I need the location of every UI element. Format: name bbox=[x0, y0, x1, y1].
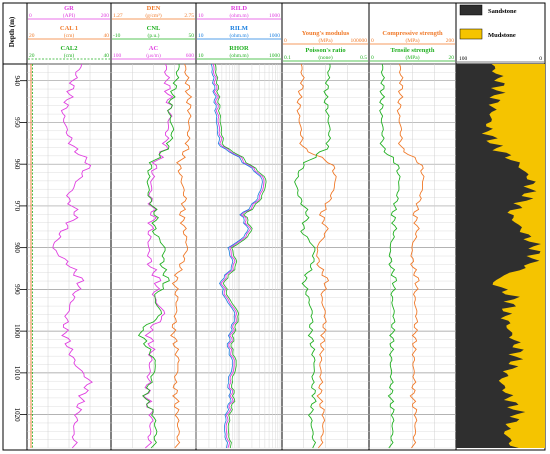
track-header-max: 1000 bbox=[269, 53, 280, 59]
track-header-name: Poisson's ratio bbox=[305, 47, 345, 54]
track-header-name: GR bbox=[64, 5, 74, 12]
track-header-unit: (MPa) bbox=[405, 54, 419, 61]
track-header-unit: (ohm.m) bbox=[229, 32, 248, 39]
rilm-curve bbox=[210, 63, 263, 449]
track-header-name: Young's modulus bbox=[302, 30, 350, 37]
track-header-max: 600 bbox=[186, 53, 195, 59]
track-header-max: 200 bbox=[101, 13, 110, 19]
track-header-name: RHOR bbox=[229, 45, 249, 52]
track-header-min: 10 bbox=[198, 13, 204, 19]
legend-label: Mudstone bbox=[488, 32, 516, 39]
track-header-min: 100 bbox=[113, 53, 122, 59]
track-header-unit: (g/cm³) bbox=[145, 12, 161, 19]
poissons-ratio-curve bbox=[294, 63, 332, 449]
depth-tick-label: 970 bbox=[13, 201, 21, 212]
den-curve bbox=[170, 63, 193, 449]
track-header-min: 10 bbox=[198, 53, 204, 59]
track-header-max: 2.75 bbox=[184, 13, 194, 19]
track-header-name: CNL bbox=[147, 25, 161, 32]
track-header-name: AC bbox=[149, 45, 159, 52]
depth-tick-label: 1000 bbox=[13, 324, 21, 339]
track-header-max: 0.5 bbox=[360, 55, 367, 61]
ac-curve bbox=[142, 63, 174, 449]
depth-tick-label: 990 bbox=[13, 284, 21, 295]
track-header-max: 1000 bbox=[269, 33, 280, 39]
depth-tick-label: 1020 bbox=[13, 408, 21, 423]
track-header-min: 0.1 bbox=[284, 55, 291, 61]
compressive-strength-curve bbox=[396, 63, 425, 449]
track-header-name: Tensile strength bbox=[391, 47, 435, 54]
track-header-unit: (MPa) bbox=[318, 37, 332, 44]
track-header-name: CAL 1 bbox=[60, 25, 78, 32]
track-header-min: 1.27 bbox=[113, 13, 123, 19]
legend-swatch bbox=[459, 28, 483, 40]
gr-curve bbox=[52, 63, 93, 449]
track-header-min: 20 bbox=[29, 33, 35, 39]
track-header-min: 0 bbox=[284, 38, 287, 44]
track-header-max: 1000 bbox=[269, 13, 280, 19]
track-header-max: 100000 bbox=[351, 38, 368, 44]
track-header-min: 0 bbox=[371, 38, 374, 44]
legend-label: Sandstone bbox=[488, 8, 517, 15]
depth-tick-label: 950 bbox=[13, 117, 21, 128]
depth-axis-label: Depth (m) bbox=[8, 16, 16, 47]
track-header-max: 40 bbox=[104, 53, 110, 59]
track-header-min: 20 bbox=[29, 53, 35, 59]
sandstone-area bbox=[456, 64, 541, 448]
track-header-min: 100 bbox=[459, 56, 468, 62]
track-header-unit: (ohm.m) bbox=[229, 12, 248, 19]
track-header-min: 10 bbox=[198, 33, 204, 39]
youngs-modulus-curve bbox=[296, 63, 337, 449]
track-header-unit: (ohm.m) bbox=[229, 52, 248, 59]
rild-curve bbox=[212, 63, 265, 449]
track-header-max: 40 bbox=[104, 33, 110, 39]
track-header-unit: (API) bbox=[63, 12, 76, 19]
legend-swatch bbox=[459, 4, 483, 16]
cnl-curve bbox=[137, 63, 180, 449]
track-header-unit: (cm) bbox=[64, 32, 75, 39]
track-header-min: -10 bbox=[113, 33, 121, 39]
depth-tick-label: 1010 bbox=[13, 366, 21, 381]
rhor-curve bbox=[214, 63, 267, 449]
track-header-name: Compressive strength bbox=[382, 30, 443, 37]
track-header-unit: (cm) bbox=[64, 52, 75, 59]
track-header-min: 0 bbox=[371, 55, 374, 61]
depth-tick-label: 940 bbox=[13, 75, 21, 86]
track-header-name: RILM bbox=[230, 25, 248, 32]
track-header-unit: (MPa) bbox=[405, 37, 419, 44]
track-header-name: DEN bbox=[147, 5, 161, 12]
track-header-max: 200 bbox=[446, 38, 455, 44]
track-header-unit: (p.u.) bbox=[148, 32, 160, 39]
track-header-max: 0 bbox=[539, 56, 542, 62]
track-header-max: 20 bbox=[449, 55, 455, 61]
tensile-strength-curve bbox=[379, 63, 401, 449]
track-header-name: RILD bbox=[231, 5, 248, 12]
depth-tick-label: 980 bbox=[13, 242, 21, 253]
track-header-unit: (none) bbox=[318, 54, 333, 61]
track-header-min: 0 bbox=[29, 13, 32, 19]
depth-tick-label: 960 bbox=[13, 159, 21, 170]
track-header-unit: (μs/m) bbox=[146, 52, 161, 59]
track-header-name: CAL2 bbox=[61, 45, 78, 52]
track-header-max: 50 bbox=[189, 33, 195, 39]
